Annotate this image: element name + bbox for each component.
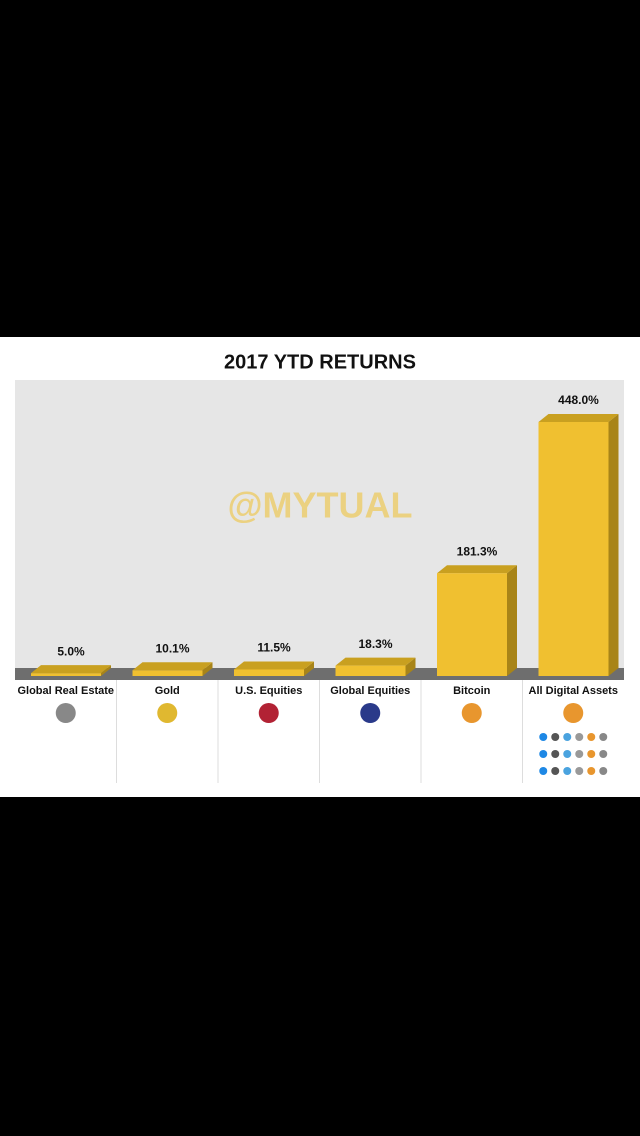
coin-icon xyxy=(539,750,548,758)
coin-icon xyxy=(599,733,608,741)
bar-side xyxy=(507,565,517,676)
chart-title: 2017 YTD RETURNS xyxy=(224,351,416,373)
coin-icon xyxy=(551,767,560,775)
coin-icon xyxy=(563,767,572,775)
coin-icon xyxy=(563,750,572,758)
category-icon xyxy=(360,703,381,723)
coin-icon xyxy=(587,750,596,758)
coin-icon xyxy=(575,750,584,758)
bar-side xyxy=(608,414,619,676)
coin-icon xyxy=(587,767,596,775)
coin-icon xyxy=(563,733,572,741)
category-icon xyxy=(55,703,76,723)
bar-top xyxy=(335,657,416,666)
coin-icon xyxy=(551,733,560,741)
bar-side xyxy=(202,662,213,676)
bar-side xyxy=(405,657,416,676)
plot-area xyxy=(15,380,624,672)
bar-top xyxy=(437,565,517,574)
x-tick-label: Gold xyxy=(155,685,180,697)
x-tick-label: Global Real Estate xyxy=(17,685,114,697)
x-tick-label: Global Equities xyxy=(330,685,410,697)
bar-top xyxy=(132,662,213,671)
bar-top xyxy=(538,414,619,422)
bar xyxy=(31,673,101,676)
bar xyxy=(437,573,507,676)
category-icon xyxy=(461,703,482,723)
bar-side xyxy=(304,661,314,676)
bar xyxy=(538,422,609,676)
coin-icon xyxy=(575,767,584,775)
x-tick-label: Bitcoin xyxy=(453,685,491,697)
coin-icon xyxy=(539,767,548,775)
coin-icon xyxy=(599,750,608,758)
bar-top xyxy=(31,665,111,674)
coin-icon xyxy=(539,733,548,741)
value-label: 181.3% xyxy=(457,544,498,558)
category-icon xyxy=(157,703,178,723)
value-label: 11.5% xyxy=(257,641,291,655)
watermark: @MYTUAL xyxy=(227,485,412,526)
coin-icon xyxy=(599,767,608,775)
bar-side xyxy=(101,665,111,676)
bar xyxy=(132,670,203,676)
bar-top xyxy=(234,661,314,670)
value-label: 18.3% xyxy=(358,637,392,651)
bar xyxy=(234,669,304,676)
coin-icon xyxy=(551,750,560,758)
category-icon xyxy=(563,703,584,723)
bar xyxy=(335,665,406,676)
value-label: 10.1% xyxy=(155,641,189,655)
x-tick-label: All Digital Assets xyxy=(529,685,618,697)
category-icon xyxy=(258,703,279,723)
coin-icon xyxy=(575,733,584,741)
value-label: 5.0% xyxy=(57,644,85,658)
x-tick-label: U.S. Equities xyxy=(235,685,302,697)
coin-icon xyxy=(587,733,596,741)
value-label: 448.0% xyxy=(558,393,599,407)
